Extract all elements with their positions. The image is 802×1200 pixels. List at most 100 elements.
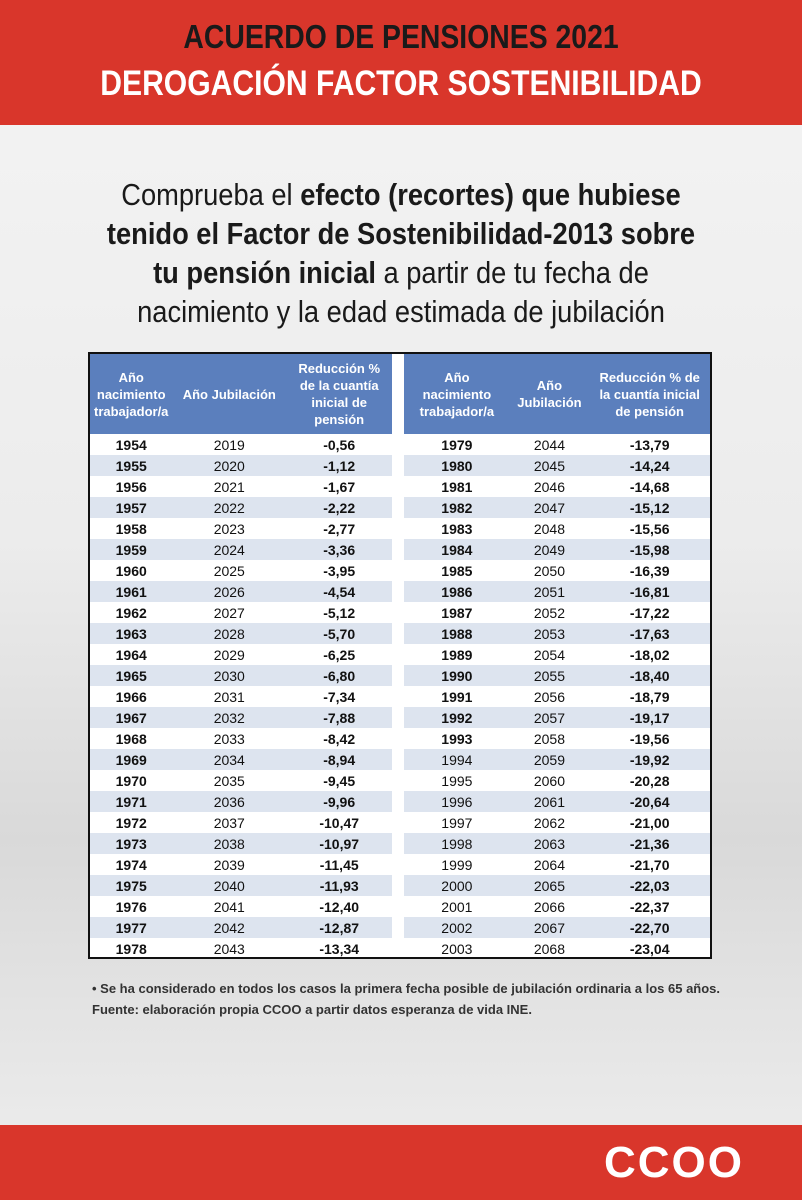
notes: • Se ha considerado en todos los casos l…: [92, 978, 732, 1020]
header-subtitle: DEROGACIÓN FACTOR SOSTENIBILIDAD: [100, 64, 702, 103]
cell: -9,96: [286, 791, 393, 812]
table-row: 1968 2033 -8,42: [90, 728, 392, 749]
cell: -18,02: [629, 646, 670, 663]
table-row: 1971 2036 -9,96: [90, 791, 393, 812]
cell: 2044: [533, 436, 566, 453]
cell: 1959: [90, 539, 173, 560]
header-title: ACUERDO DE PENSIONES 2021: [183, 18, 619, 55]
intro-segment: Comprueba el: [121, 177, 301, 212]
footer-band: [0, 1125, 802, 1200]
cell: 2041: [213, 898, 245, 915]
column-header: Reducción % de la cuantía inicial de pen…: [589, 354, 710, 434]
cell: 1997: [441, 814, 473, 831]
cell: 1968: [115, 730, 147, 747]
table-row: 1962 2027 -5,12: [90, 602, 392, 623]
cell: 2026: [172, 581, 287, 602]
cell: -23,04: [629, 940, 670, 957]
cell: 2068: [533, 940, 566, 957]
table-row: 1981 2046 -14,68: [404, 476, 710, 497]
table-row: 1970 2035 -9,45: [90, 770, 392, 791]
cell: 2045: [509, 455, 590, 476]
cell: -17,22: [629, 604, 670, 621]
cell: 2030: [172, 665, 287, 686]
table-row: 1980 2045 -14,24: [404, 455, 710, 476]
table-row: 1965 2030 -6,80: [90, 665, 393, 686]
header-row: Año nacimiento trabajador/a Año Jubilació…: [404, 354, 710, 434]
cell: 2052: [533, 604, 566, 621]
cell: -12,40: [319, 898, 360, 915]
cell: 1969: [90, 749, 173, 770]
cell: 2023: [213, 520, 245, 537]
cell: -14,24: [589, 455, 710, 476]
cell: 2033: [213, 730, 245, 747]
tables: Año nacimiento trabajador/a Año Jubilació…: [88, 352, 712, 959]
cell: -18,79: [629, 688, 670, 705]
cell: 1988: [404, 623, 510, 644]
table-body: 1979 2044 -13,79 1980 2045 -14,24 1981 2046 -14,…: [404, 434, 710, 959]
cell: 1999: [441, 856, 473, 873]
cell: -7,34: [323, 688, 356, 705]
cell: -13,34: [319, 940, 360, 957]
cell: -21,36: [589, 833, 710, 854]
cell: 2034: [172, 749, 287, 770]
column-header: Año Jubilación: [172, 354, 287, 434]
cell: -14,68: [629, 478, 670, 495]
cell: 2025: [213, 562, 245, 579]
cell: -2,22: [286, 497, 393, 518]
cell: 1975: [90, 875, 173, 896]
table-row: 1990 2055 -18,40: [404, 665, 710, 686]
cell: -21,70: [629, 856, 670, 873]
cell: 1984: [404, 539, 510, 560]
cell: 2020: [172, 455, 287, 476]
table-head: Año nacimiento trabajador/a Año Jubilació…: [90, 354, 393, 434]
cell: -1,67: [323, 478, 356, 495]
table-row: 1985 2050 -16,39: [404, 560, 710, 581]
intro: Comprueba el efecto (recortes) que hubie…: [101, 175, 701, 331]
cell: 1970: [115, 772, 147, 789]
table-row: 1996 2061 -20,64: [404, 791, 710, 812]
table-row: 1999 2064 -21,70: [404, 854, 710, 875]
cell: 2053: [509, 623, 590, 644]
table-row: 1967 2032 -7,88: [90, 707, 393, 728]
cell: 1990: [404, 665, 510, 686]
cell: 1967: [90, 707, 173, 728]
cell: 2058: [533, 730, 566, 747]
cell: 1978: [115, 940, 147, 957]
table-row: 1957 2022 -2,22: [90, 497, 393, 518]
table-row: 2002 2067 -22,70: [404, 917, 710, 938]
cell: -19,92: [589, 749, 710, 770]
cell: 1985: [441, 562, 473, 579]
cell: 2022: [172, 497, 287, 518]
cell: -11,93: [286, 875, 393, 896]
table-row: 1975 2040 -11,93: [90, 875, 393, 896]
table-row: 1992 2057 -19,17: [404, 707, 710, 728]
cell: 2042: [172, 917, 287, 938]
cell: 2059: [509, 749, 590, 770]
cell: 2036: [172, 791, 287, 812]
cell: 2054: [533, 646, 566, 663]
cell: 1963: [90, 623, 173, 644]
table-row: 1984 2049 -15,98: [404, 539, 710, 560]
cell: 2003: [441, 940, 473, 957]
cell: -15,98: [589, 539, 710, 560]
cell: 2066: [533, 898, 566, 915]
table-row: 1956 2021 -1,67: [90, 476, 392, 497]
table-row: 1959 2024 -3,36: [90, 539, 393, 560]
data-table: Año nacimiento trabajador/a Año Jubilació…: [90, 354, 393, 959]
cell: 1964: [115, 646, 147, 663]
cell: 1983: [441, 520, 473, 537]
table-row: 1974 2039 -11,45: [90, 854, 392, 875]
cell: 2027: [213, 604, 245, 621]
column-header: Año nacimiento trabajador/a: [90, 354, 173, 434]
table-row: 1960 2025 -3,95: [90, 560, 392, 581]
table-row: 1978 2043 -13,34: [90, 938, 392, 959]
table-row: 1961 2026 -4,54: [90, 581, 393, 602]
table-row: 1994 2059 -19,92: [404, 749, 710, 770]
cell: -9,45: [323, 772, 356, 789]
table-row: 2000 2065 -22,03: [404, 875, 710, 896]
cell: -16,81: [589, 581, 710, 602]
table-row: 1986 2051 -16,81: [404, 581, 710, 602]
cell: 1958: [115, 520, 147, 537]
cell: 1966: [115, 688, 147, 705]
table-row: 1995 2060 -20,28: [404, 770, 710, 791]
